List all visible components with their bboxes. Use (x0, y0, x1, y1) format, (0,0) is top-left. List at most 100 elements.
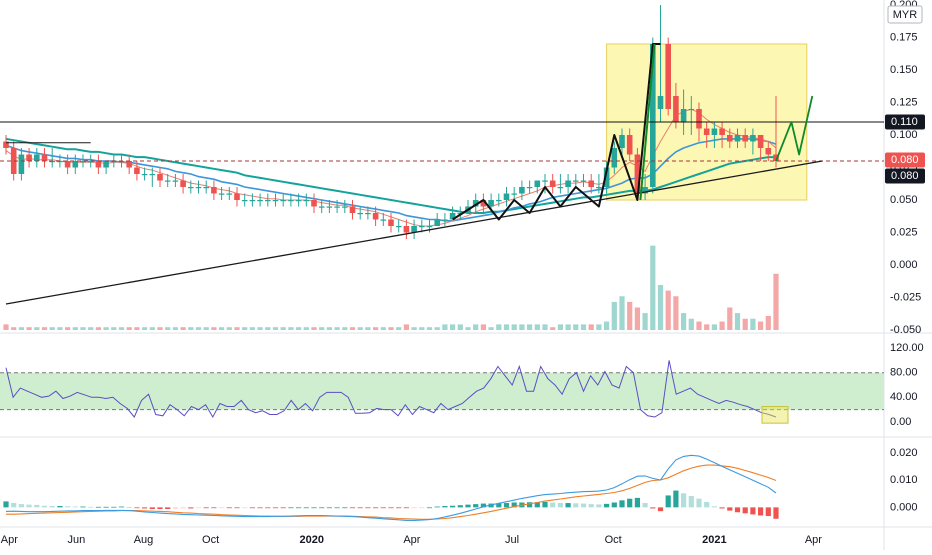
candle[interactable] (234, 187, 240, 207)
candle[interactable] (642, 174, 648, 200)
candle[interactable] (164, 174, 171, 187)
candle[interactable] (211, 180, 217, 201)
candle[interactable] (619, 128, 625, 155)
rsi-highlight-box[interactable] (761, 406, 789, 424)
candle[interactable] (203, 180, 209, 194)
candle[interactable] (18, 148, 25, 181)
candle[interactable] (64, 154, 71, 175)
candle[interactable] (388, 213, 394, 233)
candle[interactable] (542, 174, 548, 194)
candle[interactable] (349, 200, 356, 220)
candle[interactable] (180, 174, 186, 194)
candle[interactable] (680, 89, 687, 136)
candle[interactable] (149, 167, 156, 188)
candle[interactable] (757, 135, 764, 161)
candle[interactable] (773, 96, 779, 168)
candle[interactable] (496, 193, 502, 207)
candle[interactable] (565, 174, 571, 194)
candle[interactable] (626, 128, 633, 162)
candle[interactable] (257, 193, 263, 207)
candle[interactable] (188, 180, 194, 194)
candle[interactable] (480, 193, 487, 214)
candle[interactable] (534, 180, 541, 194)
candle[interactable] (380, 213, 387, 226)
breakout-stroke[interactable] (639, 43, 656, 201)
candle[interactable] (249, 193, 256, 207)
resistance-price-badge[interactable]: 0.110 (885, 114, 925, 130)
candle[interactable] (103, 161, 109, 174)
candle[interactable] (688, 96, 695, 135)
candle[interactable] (765, 141, 772, 162)
candle[interactable] (26, 148, 32, 168)
candle[interactable] (195, 180, 202, 194)
candle[interactable] (3, 135, 9, 155)
candle[interactable] (218, 187, 225, 200)
candle[interactable] (134, 161, 140, 181)
candle[interactable] (87, 154, 94, 168)
candle[interactable] (673, 83, 679, 129)
candle[interactable] (303, 193, 310, 207)
candle[interactable] (657, 5, 664, 122)
candle[interactable] (126, 154, 132, 175)
candle[interactable] (580, 174, 587, 187)
candle[interactable] (265, 193, 271, 207)
candle[interactable] (549, 174, 556, 194)
candle[interactable] (588, 174, 594, 194)
candle[interactable] (395, 219, 402, 233)
support-price-badge[interactable]: 0.080 (885, 168, 925, 184)
currency-tag[interactable]: MYR (893, 9, 918, 21)
candle[interactable] (403, 219, 410, 240)
candle[interactable] (311, 193, 317, 214)
support-trendline[interactable] (5, 160, 823, 305)
candle[interactable] (342, 200, 348, 213)
candle[interactable] (742, 128, 748, 149)
candle[interactable] (557, 174, 564, 194)
candle[interactable] (72, 154, 79, 175)
candle[interactable] (519, 180, 525, 201)
candle[interactable] (372, 206, 379, 227)
candle[interactable] (472, 193, 479, 214)
candle[interactable] (419, 219, 425, 233)
candle[interactable] (326, 200, 333, 213)
candle[interactable] (172, 174, 179, 187)
candle[interactable] (434, 213, 440, 226)
candle[interactable] (34, 148, 40, 168)
candle[interactable] (526, 180, 533, 194)
current-price-badge[interactable]: 0.080 (885, 152, 925, 168)
candle[interactable] (241, 193, 248, 207)
candle[interactable] (49, 148, 55, 168)
candle[interactable] (95, 154, 102, 175)
candle[interactable] (573, 174, 579, 187)
candle[interactable] (411, 219, 417, 240)
candle[interactable] (226, 187, 233, 200)
candle[interactable] (10, 141, 17, 181)
candle[interactable] (357, 206, 363, 220)
projection-path[interactable] (775, 95, 814, 162)
candle[interactable] (295, 193, 302, 207)
candle[interactable] (711, 122, 718, 148)
candle[interactable] (703, 122, 710, 148)
candle[interactable] (280, 193, 286, 207)
candle[interactable] (665, 37, 671, 116)
candle[interactable] (288, 193, 294, 207)
macd-signal-line[interactable] (6, 464, 777, 520)
candle[interactable] (611, 141, 618, 175)
rsi-line[interactable] (5, 360, 777, 419)
candle[interactable] (734, 128, 741, 149)
candle[interactable] (719, 122, 725, 148)
candle[interactable] (272, 193, 279, 207)
candle[interactable] (750, 128, 756, 155)
candle[interactable] (596, 174, 602, 194)
candle[interactable] (318, 200, 325, 213)
candle[interactable] (334, 200, 340, 213)
drawn-zigzag-path[interactable] (452, 43, 661, 221)
candle[interactable] (511, 187, 517, 200)
candle[interactable] (41, 148, 48, 168)
candle[interactable] (141, 167, 148, 181)
candle[interactable] (727, 128, 733, 149)
macd-line[interactable] (5, 454, 777, 521)
candle[interactable] (503, 187, 510, 207)
candle[interactable] (449, 206, 456, 220)
